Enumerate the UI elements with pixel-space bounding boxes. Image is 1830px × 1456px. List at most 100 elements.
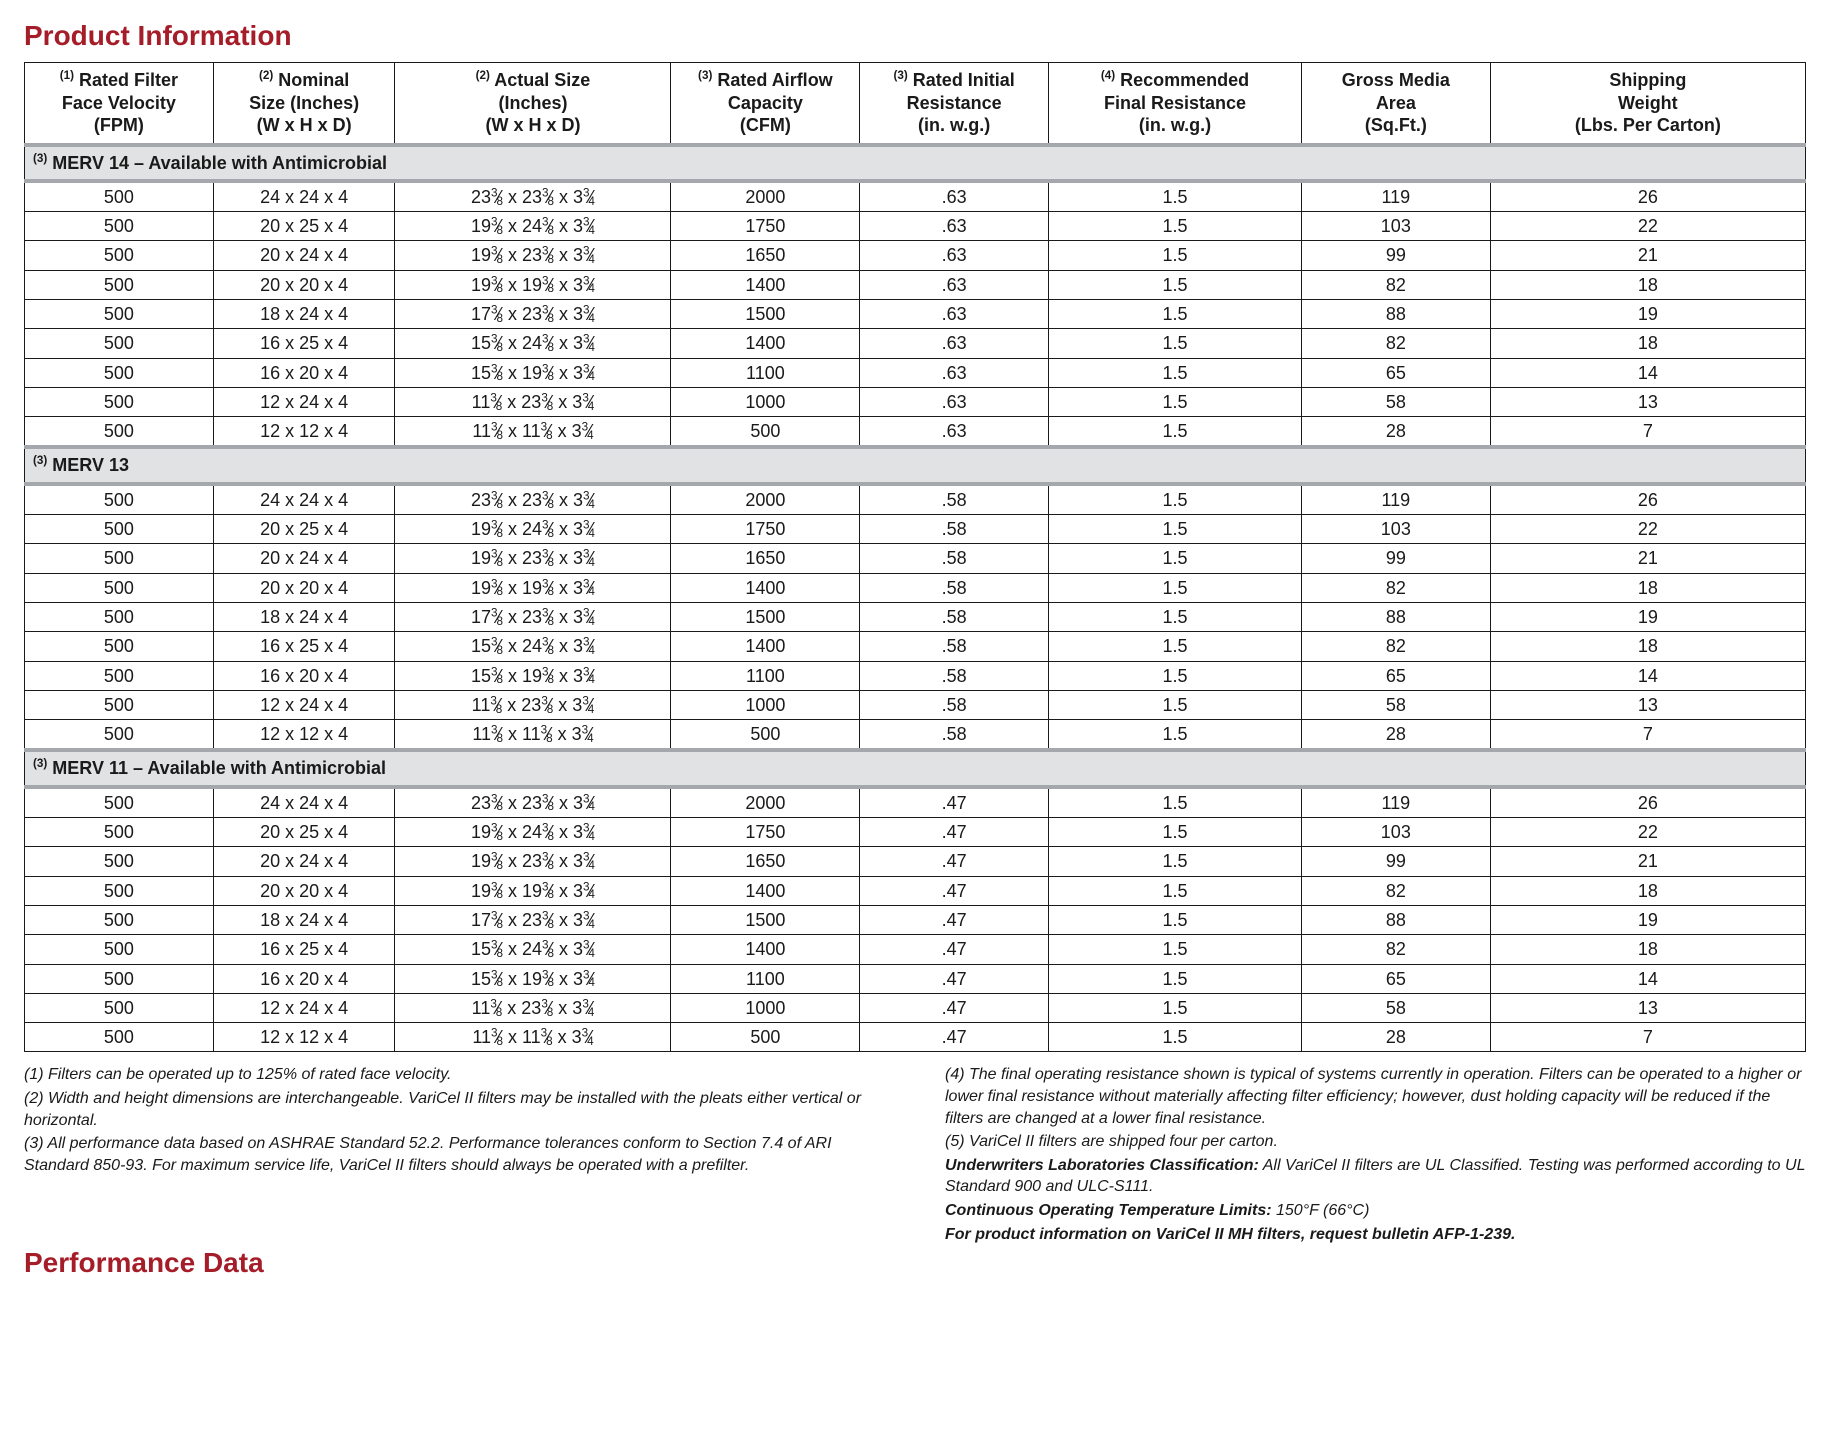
cell: 500 (25, 661, 214, 690)
cell: 16 x 25 x 4 (213, 632, 395, 661)
footnote: Continuous Operating Temperature Limits:… (945, 1200, 1806, 1222)
cell: 21 (1490, 241, 1805, 270)
cell: 1750 (671, 818, 860, 847)
cell: 20 x 25 x 4 (213, 818, 395, 847)
cell: 1.5 (1049, 632, 1302, 661)
cell: 193⁄8 x 233⁄8 x 33⁄4 (395, 544, 671, 573)
cell: .58 (860, 573, 1049, 602)
table-row: 50020 x 25 x 4193⁄8 x 243⁄8 x 33⁄41750.6… (25, 212, 1806, 241)
table-row: 50016 x 20 x 4153⁄8 x 193⁄8 x 33⁄41100.5… (25, 661, 1806, 690)
cell: 58 (1301, 993, 1490, 1022)
col-header-0: (1) Rated FilterFace Velocity(FPM) (25, 63, 214, 145)
cell: 12 x 12 x 4 (213, 720, 395, 751)
cell: 153⁄8 x 193⁄8 x 33⁄4 (395, 661, 671, 690)
cell: 119 (1301, 484, 1490, 515)
cell: 1400 (671, 935, 860, 964)
table-header-row: (1) Rated FilterFace Velocity(FPM)(2) No… (25, 63, 1806, 145)
cell: 500 (671, 720, 860, 751)
table-row: 50012 x 24 x 4113⁄8 x 233⁄8 x 33⁄41000.5… (25, 690, 1806, 719)
table-row: 50024 x 24 x 4233⁄8 x 233⁄8 x 33⁄42000.6… (25, 181, 1806, 212)
cell: 119 (1301, 787, 1490, 818)
footnote: (3) All performance data based on ASHRAE… (24, 1133, 885, 1176)
table-row: 50016 x 20 x 4153⁄8 x 193⁄8 x 33⁄41100.6… (25, 358, 1806, 387)
cell: 16 x 20 x 4 (213, 661, 395, 690)
cell: 20 x 25 x 4 (213, 515, 395, 544)
cell: .47 (860, 993, 1049, 1022)
cell: 119 (1301, 181, 1490, 212)
cell: 1650 (671, 241, 860, 270)
cell: 113⁄8 x 113⁄8 x 33⁄4 (395, 417, 671, 448)
cell: 21 (1490, 847, 1805, 876)
cell: 82 (1301, 270, 1490, 299)
cell: 153⁄8 x 243⁄8 x 33⁄4 (395, 935, 671, 964)
cell: 500 (25, 905, 214, 934)
cell: 18 x 24 x 4 (213, 905, 395, 934)
table-row: 50020 x 24 x 4193⁄8 x 233⁄8 x 33⁄41650.5… (25, 544, 1806, 573)
cell: 1000 (671, 690, 860, 719)
footnotes-right: (4) The final operating resistance shown… (945, 1064, 1806, 1247)
cell: 82 (1301, 876, 1490, 905)
cell: 13 (1490, 690, 1805, 719)
cell: 1100 (671, 358, 860, 387)
footnote: For product information on VariCel II MH… (945, 1224, 1806, 1246)
cell: 1.5 (1049, 387, 1302, 416)
product-info-title: Product Information (24, 20, 1806, 52)
cell: 500 (25, 544, 214, 573)
cell: 193⁄8 x 243⁄8 x 33⁄4 (395, 818, 671, 847)
cell: 500 (25, 299, 214, 328)
cell: 12 x 24 x 4 (213, 690, 395, 719)
cell: 12 x 24 x 4 (213, 993, 395, 1022)
cell: 18 (1490, 270, 1805, 299)
cell: 103 (1301, 212, 1490, 241)
cell: 26 (1490, 181, 1805, 212)
cell: 500 (25, 212, 214, 241)
cell: 193⁄8 x 193⁄8 x 33⁄4 (395, 573, 671, 602)
cell: 1100 (671, 661, 860, 690)
cell: 1.5 (1049, 935, 1302, 964)
table-row: 50012 x 12 x 4113⁄8 x 113⁄8 x 33⁄4500.58… (25, 720, 1806, 751)
cell: 193⁄8 x 243⁄8 x 33⁄4 (395, 212, 671, 241)
cell: 58 (1301, 690, 1490, 719)
cell: 16 x 20 x 4 (213, 358, 395, 387)
cell: 20 x 20 x 4 (213, 573, 395, 602)
cell: 500 (25, 993, 214, 1022)
section-header: (3) MERV 11 – Available with Antimicrobi… (25, 750, 1806, 786)
cell: 1.5 (1049, 964, 1302, 993)
cell: 193⁄8 x 233⁄8 x 33⁄4 (395, 847, 671, 876)
cell: .58 (860, 544, 1049, 573)
cell: .47 (860, 905, 1049, 934)
cell: 1400 (671, 270, 860, 299)
cell: 500 (25, 847, 214, 876)
cell: 65 (1301, 661, 1490, 690)
cell: 500 (25, 358, 214, 387)
cell: 82 (1301, 632, 1490, 661)
table-row: 50020 x 20 x 4193⁄8 x 193⁄8 x 33⁄41400.4… (25, 876, 1806, 905)
cell: 1500 (671, 299, 860, 328)
cell: .63 (860, 329, 1049, 358)
cell: 1000 (671, 993, 860, 1022)
cell: .63 (860, 358, 1049, 387)
cell: 1.5 (1049, 1023, 1302, 1052)
cell: 13 (1490, 993, 1805, 1022)
cell: 22 (1490, 515, 1805, 544)
cell: 20 x 24 x 4 (213, 241, 395, 270)
cell: 500 (25, 602, 214, 631)
cell: 99 (1301, 241, 1490, 270)
cell: 28 (1301, 1023, 1490, 1052)
cell: .47 (860, 964, 1049, 993)
col-header-7: ShippingWeight(Lbs. Per Carton) (1490, 63, 1805, 145)
cell: 1400 (671, 573, 860, 602)
section-header: (3) MERV 14 – Available with Antimicrobi… (25, 145, 1806, 181)
cell: 1.5 (1049, 515, 1302, 544)
cell: 173⁄8 x 233⁄8 x 33⁄4 (395, 299, 671, 328)
cell: 65 (1301, 964, 1490, 993)
cell: 7 (1490, 720, 1805, 751)
cell: 193⁄8 x 193⁄8 x 33⁄4 (395, 876, 671, 905)
cell: 20 x 24 x 4 (213, 847, 395, 876)
cell: 1.5 (1049, 661, 1302, 690)
table-row: 50024 x 24 x 4233⁄8 x 233⁄8 x 33⁄42000.5… (25, 484, 1806, 515)
cell: 13 (1490, 387, 1805, 416)
cell: 88 (1301, 905, 1490, 934)
footnotes-left: (1) Filters can be operated up to 125% o… (24, 1064, 885, 1247)
cell: 21 (1490, 544, 1805, 573)
